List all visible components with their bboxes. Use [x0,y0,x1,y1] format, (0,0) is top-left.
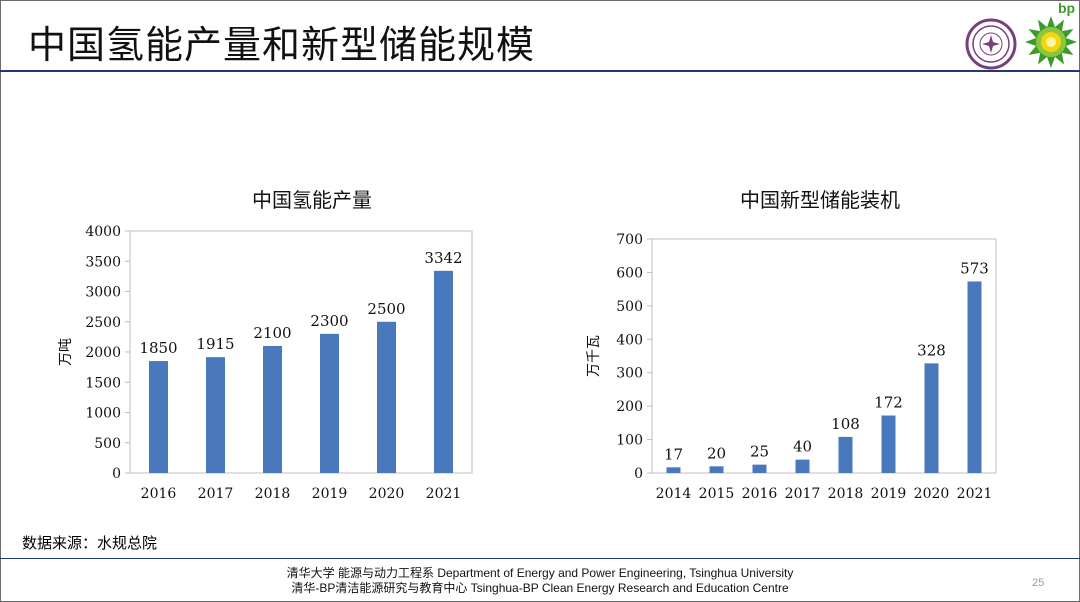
chart1-bar [206,357,225,473]
chart1-x-tick-label: 2018 [255,486,291,502]
chart1-bar [434,270,453,473]
footer: 清华大学 能源与动力工程系 Department of Energy and P… [0,566,1080,596]
title-divider [0,70,1080,72]
chart1-x-tick-label: 2020 [369,486,405,502]
chart2-bar [924,363,939,473]
chart2-bar [795,459,810,473]
chart2-x-tick-label: 2019 [871,486,907,502]
chart2-title: 中国新型储能装机 [740,188,900,212]
chart2-y-tick-label: 400 [616,332,643,348]
chart1-title: 中国氢能产量 [252,188,372,212]
chart2-bar [881,415,896,473]
chart2-bar [967,281,982,473]
chart2-y-tick-label: 600 [616,265,643,281]
chart1-x-tick-label: 2017 [198,486,234,502]
chart1-y-tick-label: 0 [112,466,121,482]
chart1-data-label: 3342 [424,249,462,267]
chart2-y-tick-label: 100 [616,433,643,449]
chart1-data-label: 2300 [310,312,348,330]
chart1-y-tick-label: 1500 [85,375,121,391]
chart2-y-tick-label: 500 [616,299,643,315]
chart1-data-label: 2500 [367,300,405,318]
chart2-data-label: 328 [917,341,946,359]
chart2-x-tick-label: 2016 [742,486,778,502]
chart2-data-label: 573 [960,259,989,277]
chart1-bar [377,321,396,473]
chart2-x-tick-label: 2017 [785,486,821,502]
chart1-y-tick-label: 3500 [85,254,121,270]
chart1-y-tick-label: 1000 [85,406,121,422]
chart1-data-label: 1850 [139,339,177,357]
chart2-bar [838,436,853,473]
chart1-bar [149,361,168,473]
chart2-data-label: 17 [664,445,683,463]
chart2-y-tick-label: 0 [634,466,643,482]
data-source-note: 数据来源：水规总院 [22,534,158,552]
chart2-x-tick-label: 2018 [828,486,864,502]
footer-line-1: 清华大学 能源与动力工程系 Department of Energy and P… [286,566,794,580]
chart2-data-label: 40 [793,438,812,456]
chart2-plot-area [651,238,997,474]
chart1-data-label: 1915 [196,335,234,353]
chart2-bar [666,467,681,473]
chart2-y-tick-label: 700 [616,232,643,248]
chart2-data-label: 25 [750,443,769,461]
chart2-y-axis-label: 万千瓦 [586,335,602,377]
slide-title: 中国氢能产量和新型储能规模 [28,23,536,67]
footer-line-2: 清华-BP清洁能源研究与教育中心 Tsinghua-BP Clean Energ… [291,581,789,595]
chart2-y-tick-label: 300 [616,366,643,382]
chart1-y-tick-label: 2000 [85,345,121,361]
charts-canvas: 中国氢能产量05001000150020002500300035004000万吨… [58,188,997,502]
chart2-data-label: 20 [707,444,726,462]
chart1-plot-area [129,230,473,474]
chart2-y-tick-label: 200 [616,399,643,415]
page-number: 25 [1032,577,1045,589]
chart2-bar [709,466,724,473]
chart2-x-tick-label: 2021 [957,486,993,502]
chart1-x-tick-label: 2021 [426,486,462,502]
bp-logo-icon [1025,16,1077,68]
chart2-x-tick-label: 2020 [914,486,950,502]
chart2-bar [752,464,767,473]
chart1-data-label: 2100 [253,324,291,342]
bp-logo-text: bp [1058,0,1076,16]
chart1-y-tick-label: 4000 [85,224,121,240]
chart1-bar [320,333,339,473]
chart2-x-tick-label: 2015 [699,486,735,502]
chart1-x-tick-label: 2016 [141,486,177,502]
chart1-x-tick-label: 2019 [312,486,348,502]
tsinghua-logo-icon [965,18,1017,70]
chart1-y-tick-label: 3000 [85,285,121,301]
chart1-bar [263,345,282,473]
chart1-y-axis-label: 万吨 [58,338,74,366]
chart2-x-tick-label: 2014 [656,486,692,502]
chart2-data-label: 172 [874,394,903,412]
chart1-y-tick-label: 500 [94,436,121,452]
chart2-data-label: 108 [831,415,860,433]
chart1-y-tick-label: 2500 [85,315,121,331]
footer-divider [0,558,1080,559]
